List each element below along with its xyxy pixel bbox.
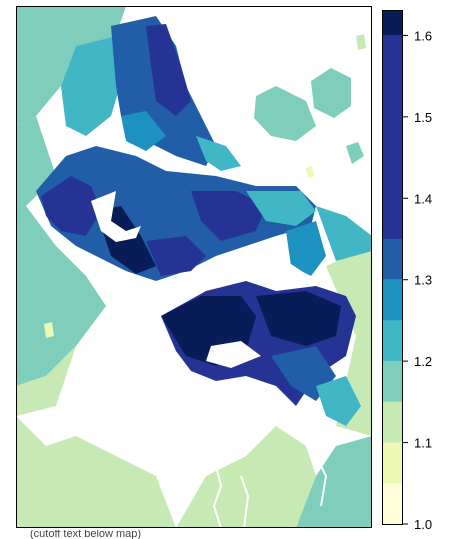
legend-band — [383, 279, 402, 321]
region-north-shore-west — [61, 36, 126, 136]
legend-band — [383, 442, 402, 484]
legend-ticks: 1.0 1.1 1.2 1.3 1.4 1.5 1.6 — [403, 28, 432, 530]
region-northwest-coast — [16, 6, 126, 126]
legend-tick-label: 1.1 — [414, 436, 432, 451]
map-frame — [16, 6, 372, 528]
legend-band — [383, 483, 402, 524]
legend-tick-label: 1.5 — [414, 110, 432, 125]
legend-tick-label: 1.2 — [414, 354, 432, 369]
region-east-inlet — [316, 206, 372, 261]
legend-frame — [382, 10, 403, 525]
island-tiny-north — [356, 34, 366, 50]
region-west-suburbs — [41, 176, 101, 236]
region-central-east — [246, 191, 316, 226]
region-east-coast — [326, 246, 372, 436]
island-tiny-west — [44, 322, 54, 338]
region-central-west — [146, 236, 206, 276]
legend-band — [383, 320, 402, 362]
legend-band — [383, 401, 402, 443]
region-central — [191, 191, 266, 241]
river-2 — [240, 475, 250, 528]
islet-central — [306, 166, 314, 178]
region-north-shore-core — [146, 24, 191, 116]
legend-tick-label: 1.0 — [414, 517, 432, 530]
legend-bands — [383, 11, 402, 524]
island-large — [254, 86, 316, 141]
harbour-inlet-east — [271, 264, 306, 284]
region-isthmus — [36, 146, 316, 281]
harbour-inlet-south — [206, 341, 261, 368]
legend-tick-label: 1.3 — [414, 273, 432, 288]
region-east-isthmus — [286, 221, 326, 276]
legend-tick-label: 1.4 — [414, 191, 432, 206]
island-east — [311, 68, 351, 118]
region-southeast-fringe — [316, 376, 361, 426]
region-southwest — [16, 206, 106, 386]
legend-band — [383, 239, 402, 280]
choropleth-map — [16, 6, 372, 528]
legend-band — [383, 361, 402, 402]
region-south-coast — [16, 416, 176, 528]
river-3 — [315, 455, 328, 507]
region-north-shore-south — [121, 111, 166, 151]
harbour-inlet-west — [91, 191, 141, 242]
region-southwest-pale — [16, 346, 76, 416]
island-small-east — [346, 142, 364, 164]
legend-band — [383, 35, 402, 239]
map-caption: (cutoff text below map) — [30, 530, 142, 539]
color-legend: 1.0 1.1 1.2 1.3 1.4 1.5 1.6 — [382, 10, 432, 530]
region-south-central — [176, 426, 316, 528]
legend-tick-label: 1.6 — [414, 28, 432, 43]
map-svg — [16, 6, 372, 528]
region-south-peninsula-east — [256, 291, 341, 346]
region-southeast — [296, 436, 372, 528]
legend-band — [383, 11, 402, 36]
river-1 — [212, 465, 223, 528]
region-north-shore-tip — [196, 136, 241, 171]
